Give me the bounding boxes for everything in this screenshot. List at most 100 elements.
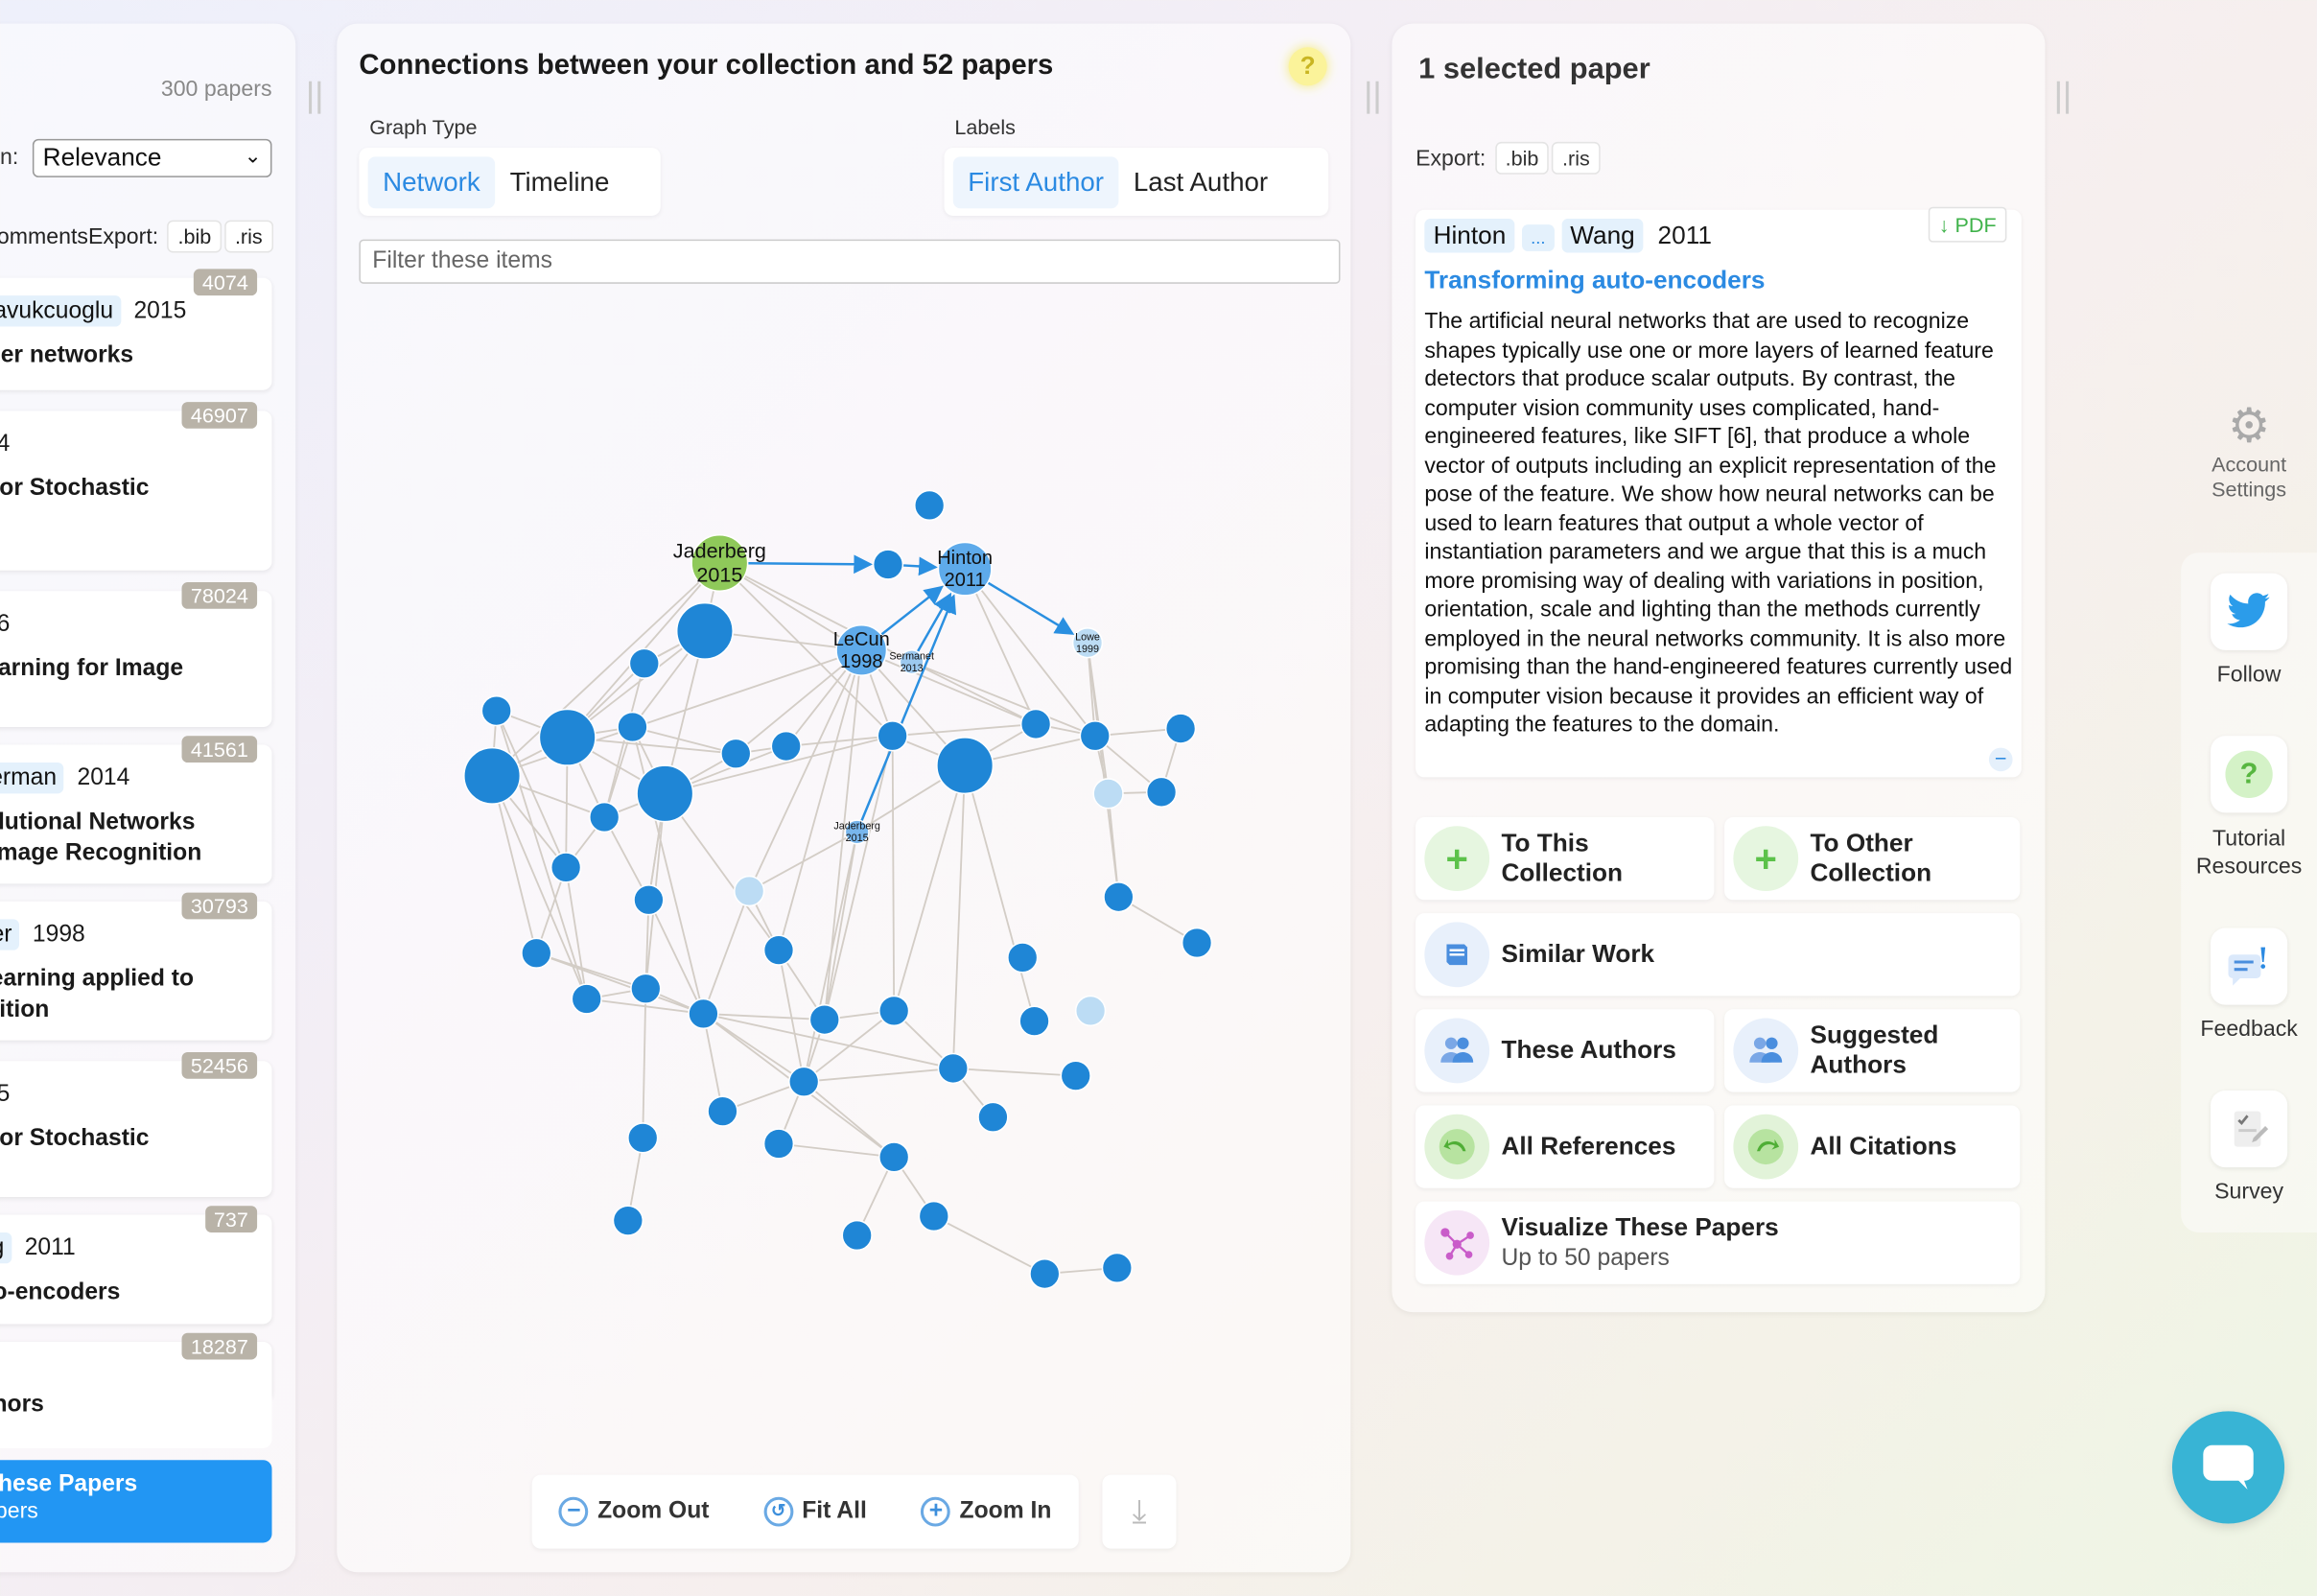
paper-node[interactable] — [913, 489, 946, 522]
zoom-in-button[interactable]: + Zoom In — [921, 1496, 1051, 1527]
paper-node[interactable] — [734, 875, 765, 907]
similar-work-button[interactable]: Similar Work — [1416, 913, 2021, 997]
paper-node[interactable] — [1145, 776, 1178, 808]
paper-card[interactable]: 52456 015 d for Stochastic — [0, 1051, 272, 1197]
paper-node[interactable] — [1164, 713, 1197, 744]
paper-node[interactable] — [1101, 1252, 1134, 1284]
paper-title[interactable]: e Image Recognition — [0, 840, 202, 866]
paper-node[interactable] — [571, 983, 602, 1015]
paper-card[interactable]: 41561 serman 2014 volutional Networks e Ima… — [0, 736, 272, 884]
paper-node[interactable] — [770, 730, 802, 763]
center-splitter[interactable] — [1367, 81, 1379, 114]
paper-node[interactable] — [1103, 881, 1135, 913]
paper-title[interactable]: d for Stochastic — [0, 1126, 150, 1152]
left-splitter[interactable] — [309, 81, 321, 114]
right-export-ris-button[interactable]: .ris — [1552, 141, 1601, 175]
paper-node[interactable] — [1092, 778, 1124, 810]
paper-node[interactable] — [872, 549, 904, 580]
paper-node[interactable] — [808, 1003, 840, 1036]
paper-node[interactable] — [937, 541, 993, 597]
paper-node[interactable] — [617, 711, 648, 743]
paper-node[interactable] — [878, 1141, 910, 1173]
paper-title[interactable]: gnition — [0, 997, 50, 1023]
tutorial-resources-button[interactable]: ? Tutorial Resources — [2187, 736, 2310, 880]
paper-node[interactable] — [538, 708, 597, 766]
paper-node[interactable] — [841, 1219, 873, 1252]
paper-node[interactable] — [688, 998, 719, 1030]
all-citations-button[interactable]: All Citations — [1724, 1105, 2021, 1188]
paper-title[interactable]: volutional Networks — [0, 810, 196, 835]
paper-node[interactable] — [521, 937, 552, 969]
graph-type-network[interactable]: Network — [367, 155, 496, 208]
author-chip[interactable]: Wang — [1561, 219, 1644, 253]
paper-node[interactable] — [1181, 927, 1213, 959]
paper-node[interactable] — [550, 852, 582, 883]
export-ris-button[interactable]: .ris — [224, 220, 273, 253]
paper-node[interactable] — [1029, 1257, 1061, 1290]
feedback-button[interactable]: Feedback — [2187, 927, 2310, 1042]
paper-node[interactable] — [1079, 720, 1111, 752]
suggested-authors-button[interactable]: Suggested Authors — [1724, 1009, 2021, 1092]
paper-title[interactable]: Learning for Image — [0, 656, 184, 682]
paper-node[interactable] — [977, 1101, 1009, 1133]
paper-card[interactable]: 737 ng 2011 uto-encoders — [0, 1206, 272, 1325]
paper-node[interactable] — [936, 737, 995, 795]
paper-card[interactable]: 78024 016 Learning for Image — [0, 582, 272, 728]
paper-node[interactable] — [628, 647, 660, 679]
paper-node[interactable] — [788, 1066, 820, 1097]
fit-all-button[interactable]: ↺ Fit All — [763, 1496, 867, 1527]
detail-paper-title[interactable]: Transforming auto-encoders — [1424, 266, 1766, 294]
paper-node[interactable] — [844, 819, 870, 845]
paper-node[interactable] — [1071, 627, 1104, 659]
author-chip[interactable]: ng — [0, 1232, 12, 1264]
graph-type-timeline[interactable]: Timeline — [509, 166, 610, 197]
paper-node[interactable] — [877, 720, 908, 752]
paper-node[interactable] — [463, 746, 522, 805]
paper-node[interactable] — [589, 801, 620, 833]
paper-node[interactable] — [1074, 995, 1107, 1027]
author-chip[interactable]: Kavukcuoglu — [0, 295, 121, 327]
add-to-other-collection-button[interactable]: + To Other Collection — [1724, 817, 2021, 901]
paper-node[interactable] — [720, 738, 752, 769]
author-chip[interactable]: ner — [0, 919, 20, 951]
left-authors-button[interactable]: uthors — [0, 1362, 272, 1448]
paper-node[interactable] — [762, 934, 795, 966]
paper-node[interactable] — [675, 601, 735, 660]
paper-node[interactable] — [1019, 708, 1052, 740]
paper-node[interactable] — [1007, 942, 1039, 974]
collapse-icon[interactable]: − — [1988, 748, 2013, 772]
paper-node[interactable] — [633, 884, 665, 916]
paper-title[interactable]: uto-encoders — [0, 1279, 121, 1305]
paper-node[interactable] — [1060, 1060, 1091, 1091]
help-icon[interactable]: ? — [1288, 47, 1327, 86]
zoom-out-button[interactable]: − Zoom Out — [559, 1496, 709, 1527]
paper-node[interactable] — [612, 1205, 644, 1236]
paper-node[interactable] — [636, 764, 694, 823]
paper-node[interactable] — [878, 995, 910, 1027]
export-bib-button[interactable]: .bib — [167, 220, 222, 253]
paper-node[interactable] — [630, 973, 662, 1004]
author-chip[interactable]: Hinton — [1424, 219, 1515, 253]
paper-node[interactable] — [480, 694, 512, 727]
paper-node[interactable] — [937, 1052, 969, 1085]
sort-select[interactable]: Relevance ⌄ — [32, 138, 272, 177]
paper-title[interactable]: d for Stochastic — [0, 476, 150, 502]
paper-node[interactable] — [835, 623, 888, 676]
paper-title[interactable]: l learning applied to — [0, 966, 195, 992]
account-settings-button[interactable]: ⚙ Account Settings — [2187, 399, 2310, 503]
paper-card[interactable]: 4074Kavukcuoglu 2015rmer networks — [0, 269, 272, 390]
filter-input[interactable]: Filter these items — [359, 239, 1341, 284]
label-last-author[interactable]: Last Author — [1133, 166, 1269, 197]
paper-node[interactable] — [707, 1095, 738, 1127]
follow-button[interactable]: Follow — [2187, 573, 2310, 687]
all-references-button[interactable]: All References — [1416, 1105, 1715, 1188]
paper-node[interactable] — [899, 649, 924, 675]
paper-node[interactable] — [627, 1122, 659, 1154]
paper-node[interactable] — [762, 1128, 795, 1160]
paper-node[interactable] — [1018, 1005, 1050, 1037]
paper-title[interactable]: rmer networks — [0, 342, 134, 368]
author-more-chip[interactable]: ... — [1521, 224, 1555, 251]
right-splitter[interactable] — [2056, 81, 2070, 114]
left-visualize-button[interactable]: These Papers papers — [0, 1460, 272, 1543]
